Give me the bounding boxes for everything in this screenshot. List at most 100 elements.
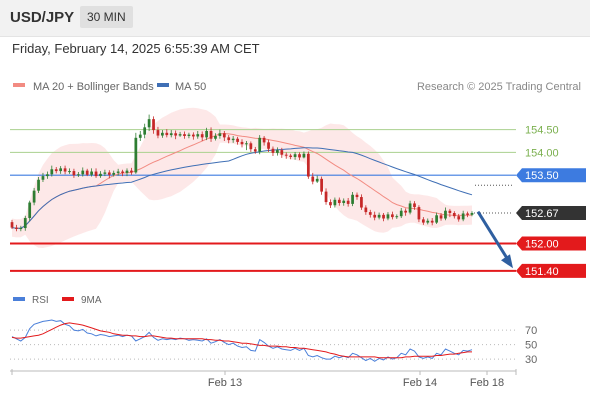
moving-averages-group bbox=[11, 133, 473, 229]
symbol-label: USD/JPY bbox=[10, 9, 75, 26]
candle-body bbox=[81, 170, 85, 175]
timeframe-button[interactable]: 30 MIN bbox=[80, 6, 133, 28]
candle-body bbox=[178, 134, 182, 136]
rsi-ma-legend-label: 9MA bbox=[81, 295, 102, 306]
candle-body bbox=[395, 216, 399, 218]
bollinger-band bbox=[12, 107, 472, 248]
candle-body bbox=[408, 203, 412, 213]
copyright-label: Research © 2025 Trading Central bbox=[417, 81, 581, 93]
level-label-154.50: 154.50 bbox=[525, 125, 559, 137]
candle-body bbox=[426, 220, 430, 223]
candle-body bbox=[187, 134, 191, 136]
rsi-panel: 70 50 30 bbox=[10, 319, 537, 366]
candle-body bbox=[284, 154, 288, 156]
candle-body bbox=[161, 132, 164, 136]
candle-body bbox=[253, 149, 257, 152]
candle-body bbox=[134, 137, 138, 173]
candle-body bbox=[227, 137, 231, 141]
candle-body bbox=[10, 222, 14, 228]
candle-body bbox=[444, 210, 447, 219]
bollinger-band-group bbox=[12, 107, 472, 248]
level-label-153.50: 153.50 bbox=[525, 170, 559, 182]
candle-body bbox=[435, 215, 438, 223]
current-price-tag bbox=[516, 206, 586, 221]
candle-body bbox=[214, 136, 217, 139]
rsi-tick-70: 70 bbox=[525, 325, 537, 337]
candle-body bbox=[271, 148, 275, 153]
candle-body bbox=[448, 210, 452, 214]
candle-body bbox=[99, 173, 102, 177]
candle-body bbox=[218, 133, 222, 136]
candle-body bbox=[103, 172, 107, 174]
candle-body bbox=[15, 227, 18, 229]
candle-body bbox=[191, 134, 195, 137]
price-levels-group: 154.50 154.00 153.50 152.00 151.40 bbox=[10, 125, 586, 278]
x-tick-label: Feb 14 bbox=[403, 377, 437, 389]
candle-body bbox=[333, 199, 337, 206]
candle-body bbox=[59, 168, 63, 172]
rsi-legend-label: RSI bbox=[32, 295, 49, 306]
candle-body bbox=[373, 214, 377, 218]
candle-body bbox=[289, 155, 293, 157]
candle-body bbox=[107, 172, 111, 175]
candle-body bbox=[121, 171, 124, 173]
candle-body bbox=[125, 170, 129, 173]
candle-body bbox=[32, 190, 36, 203]
header-bar: USD/JPY 30 MIN bbox=[0, 0, 590, 37]
candle-body bbox=[267, 142, 270, 149]
candle-body bbox=[37, 179, 40, 191]
candle-body bbox=[413, 203, 416, 208]
candle-body bbox=[258, 137, 262, 152]
candle-body bbox=[404, 210, 408, 213]
candle-body bbox=[382, 214, 385, 219]
candle-body bbox=[138, 134, 142, 138]
candle-body bbox=[391, 214, 394, 218]
x-tick-label: Feb 18 bbox=[470, 377, 504, 389]
ma50-legend-swatch bbox=[157, 83, 169, 87]
rsi-tick-50: 50 bbox=[525, 340, 537, 352]
candle-body bbox=[240, 141, 244, 145]
candle-body bbox=[320, 178, 323, 192]
candle-body bbox=[63, 168, 67, 172]
candle-body bbox=[54, 169, 58, 172]
rsi-ma-legend-swatch bbox=[62, 297, 74, 301]
candle-body bbox=[90, 171, 93, 175]
candle-body bbox=[298, 154, 301, 158]
current-price-label: 152.67 bbox=[525, 208, 559, 220]
candle-body bbox=[276, 150, 279, 153]
candle-body bbox=[41, 176, 45, 180]
candle-body bbox=[430, 220, 434, 223]
candle-body bbox=[466, 213, 469, 215]
candle-body bbox=[200, 134, 204, 138]
candle-body bbox=[231, 138, 235, 141]
candle-body bbox=[72, 171, 76, 176]
rsi-line bbox=[11, 319, 473, 362]
candle-body bbox=[46, 174, 49, 177]
candle-body bbox=[169, 133, 173, 136]
candle-body bbox=[236, 138, 239, 142]
candle-body bbox=[76, 174, 80, 176]
candle-body bbox=[461, 213, 465, 220]
candle-body bbox=[311, 176, 315, 182]
candle-body bbox=[112, 172, 116, 175]
candle-body bbox=[249, 143, 253, 150]
candle-body bbox=[457, 216, 461, 220]
candle-body bbox=[386, 214, 390, 219]
candle-body bbox=[222, 133, 226, 138]
candle-body bbox=[156, 130, 160, 136]
ma50-legend-label: MA 50 bbox=[175, 81, 206, 93]
rsi-tick-30: 30 bbox=[525, 354, 537, 366]
candle-body bbox=[377, 214, 381, 218]
candle-body bbox=[130, 170, 133, 173]
candle-body bbox=[23, 218, 27, 229]
candle-body bbox=[196, 134, 200, 137]
candle-body bbox=[302, 153, 306, 158]
candle-body bbox=[337, 199, 341, 203]
candles-group bbox=[10, 114, 474, 232]
ma20-legend-swatch bbox=[13, 83, 25, 87]
candle-body bbox=[183, 134, 186, 136]
level-tag-151.40 bbox=[516, 263, 586, 278]
level-label-154.00: 154.00 bbox=[525, 147, 559, 159]
level-label-152.00: 152.00 bbox=[525, 239, 559, 251]
